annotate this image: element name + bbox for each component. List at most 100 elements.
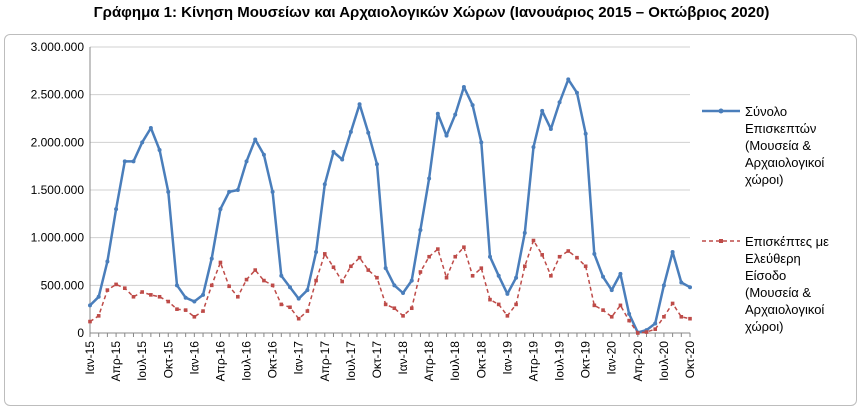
x-tick-label: Απρ-19 — [526, 341, 540, 382]
series-1-point — [201, 292, 206, 297]
series-2-point — [531, 238, 536, 243]
series-2-point — [183, 308, 188, 312]
x-tick-label: Ιαν-16 — [187, 341, 201, 375]
series-2-point — [505, 314, 510, 318]
series-1-point — [461, 85, 466, 90]
x-tick-label: Ιουλ-16 — [240, 341, 254, 381]
series-1-point — [661, 283, 666, 288]
series-2-point — [131, 294, 136, 299]
series-2-point — [679, 314, 684, 319]
series-2-point — [462, 245, 466, 249]
series-1-point — [209, 256, 214, 261]
series-2-point — [227, 284, 231, 289]
series-2-point — [540, 253, 544, 257]
x-tick-label: Οκτ-15 — [161, 341, 175, 379]
legend-label-2: Επισκέπτες με — [745, 234, 829, 249]
series-1-point — [227, 189, 232, 194]
series-1-point — [479, 140, 484, 145]
series-1-point — [531, 145, 536, 150]
series-2-point — [114, 282, 118, 287]
series-2-point — [644, 330, 649, 334]
series-1-point — [574, 90, 579, 95]
series-1-point — [670, 249, 675, 254]
series-1-point — [679, 280, 684, 285]
x-tick-label: Απρ-16 — [213, 341, 227, 382]
series-2-point — [244, 277, 249, 282]
series-2-point — [653, 327, 658, 331]
series-2-point — [383, 302, 388, 307]
series-2-point — [357, 255, 362, 260]
series-2-point — [314, 278, 318, 283]
series-2-point — [549, 274, 553, 278]
x-tick-label: Οκτ-20 — [683, 341, 697, 379]
legend-label-2: (Μουσεία & — [745, 285, 811, 300]
series-2-point — [444, 275, 449, 280]
series-1-point — [522, 230, 527, 235]
series-1-point — [244, 159, 249, 164]
series-2-point — [627, 318, 631, 323]
x-tick-label: Ιαν-19 — [500, 341, 514, 375]
series-1-point — [401, 290, 406, 295]
series-2-point — [522, 264, 527, 269]
series-2-point — [340, 279, 344, 284]
x-tick-label: Ιουλ-18 — [448, 341, 462, 381]
series-2-point — [122, 286, 127, 290]
series-2-point — [349, 264, 353, 269]
series-2-point — [662, 314, 666, 319]
series-2-point — [436, 247, 440, 251]
series-1-point — [322, 182, 327, 187]
series-2-point — [201, 309, 205, 313]
series-1-point — [296, 296, 301, 301]
series-2-point — [688, 316, 692, 321]
series-1-point — [235, 188, 240, 192]
series-2-point — [566, 249, 571, 253]
x-tick-label: Ιαν-17 — [292, 341, 306, 375]
series-2-point — [331, 265, 336, 270]
series-2-point — [418, 270, 423, 274]
y-tick-label: 1.500.000 — [31, 183, 85, 197]
series-1-point — [627, 311, 632, 316]
series-2-point — [575, 255, 579, 260]
series-2-point — [236, 294, 240, 299]
series-2-point — [392, 306, 397, 311]
series-2-point — [279, 302, 284, 307]
series-2-point — [270, 283, 275, 288]
series-2-point — [305, 309, 310, 313]
series-1-point — [374, 162, 379, 167]
series-1-point — [192, 299, 197, 304]
legend-marker-2 — [719, 239, 723, 243]
series-1-point — [340, 157, 345, 162]
series-1-point — [148, 126, 153, 131]
y-tick-label: 500.000 — [41, 278, 85, 292]
y-tick-label: 1.000.000 — [31, 231, 85, 245]
series-1-point — [157, 147, 162, 152]
series-1-point — [174, 283, 179, 288]
series-2-point — [636, 331, 640, 335]
series-1-point — [305, 288, 310, 293]
series-2-point — [488, 297, 492, 302]
series-1-point — [348, 129, 353, 134]
series-2-point — [96, 314, 101, 318]
legend-label-2: χώροι) — [745, 319, 783, 334]
series-2-point — [322, 252, 327, 256]
series-1-point — [331, 149, 336, 154]
x-tick-label: Ιαν-18 — [396, 341, 410, 375]
x-tick-label: Ιουλ-15 — [135, 341, 149, 381]
series-1-point — [583, 131, 588, 136]
series-1-point — [166, 189, 171, 194]
series-1-point — [261, 152, 266, 157]
y-tick-label: 0 — [77, 326, 84, 340]
x-tick-label: Απρ-18 — [422, 341, 436, 382]
series-1-point — [418, 228, 423, 233]
series-1-point — [444, 133, 449, 138]
series-1-point — [105, 259, 110, 264]
series-1-point — [366, 130, 371, 135]
series-1-point — [357, 102, 362, 107]
series-1-point — [548, 126, 553, 131]
legend-label-2: Αρχαιολογικοί — [745, 302, 824, 317]
x-tick-label: Απρ-15 — [109, 341, 123, 382]
series-2-point — [409, 306, 414, 311]
series-1-point — [435, 111, 440, 116]
series-1-point — [183, 295, 188, 300]
